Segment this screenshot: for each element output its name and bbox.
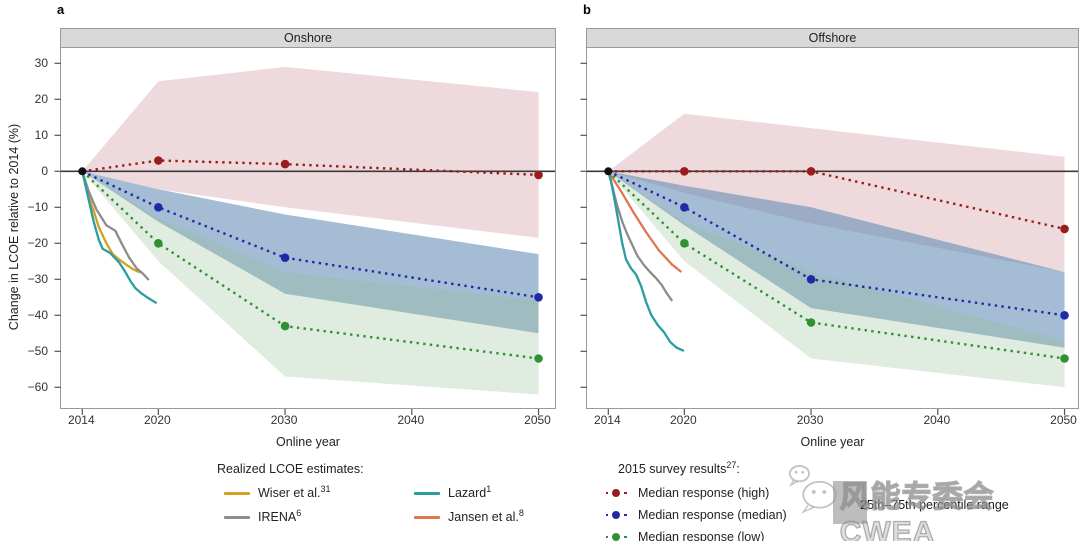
survey-marker-high-2030 xyxy=(280,159,290,169)
legend-item-irena: IRENA6 xyxy=(224,507,302,524)
survey-line-low xyxy=(607,170,1065,360)
survey-marker-low-2020 xyxy=(680,239,689,248)
realized-line-lazard xyxy=(607,170,685,352)
x-tick-label: 2030 xyxy=(270,413,298,427)
survey-marker-low-2050 xyxy=(534,354,543,363)
survey-line-median xyxy=(607,170,1065,317)
percentile-band-high xyxy=(82,66,539,238)
survey-marker-median-2050 xyxy=(534,293,543,302)
y-tick-label: −60 xyxy=(27,379,48,394)
realized-line-wiser xyxy=(81,170,141,274)
x-tick-label: 2040 xyxy=(397,413,425,427)
legend-item-jansen: Jansen et al.8 xyxy=(414,507,524,524)
low-dotted-swatch xyxy=(602,533,630,541)
x-tick-label: 2014 xyxy=(593,413,621,427)
panel-header-text: Onshore xyxy=(284,31,332,45)
percentile-band-low xyxy=(608,171,1065,388)
legend-item-lazard: Lazard1 xyxy=(414,483,492,500)
legend-label: Median response (low) xyxy=(638,530,765,541)
panel-header-offshore: Offshore xyxy=(586,28,1079,48)
panel-label-b: b xyxy=(583,2,591,17)
percentile-range-label: 25th–75th percentile range xyxy=(860,498,1009,512)
realized-line-jansen xyxy=(607,170,682,273)
y-tick-label: 20 xyxy=(34,91,48,106)
legend-label: Lazard1 xyxy=(448,483,492,500)
legend-survey-title: 2015 survey results27: xyxy=(618,459,740,476)
percentile-band-median xyxy=(82,171,539,334)
plot-area-onshore xyxy=(54,48,556,415)
x-axis-title: Online year xyxy=(800,435,865,449)
survey-marker-high-2020 xyxy=(154,156,163,165)
x-tick-label: 2020 xyxy=(669,413,697,427)
wiser-line-swatch xyxy=(224,491,250,495)
x-tick-label: 2020 xyxy=(143,413,171,427)
irena-line-swatch xyxy=(224,515,250,519)
x-tick-label: 2050 xyxy=(524,413,551,427)
legend-label: IRENA6 xyxy=(258,507,302,524)
survey-line-low xyxy=(81,170,539,360)
panel-label-a: a xyxy=(57,2,65,17)
survey-marker-low-2050 xyxy=(1060,354,1069,363)
survey-line-high xyxy=(82,159,539,177)
percentile-band-median xyxy=(608,171,1065,348)
median-dotted-swatch xyxy=(602,511,630,519)
legend-label: Median response (median) xyxy=(638,508,787,522)
survey-marker-high-2050 xyxy=(534,170,543,180)
y-tick-label: −50 xyxy=(27,343,48,358)
y-tick-label: −30 xyxy=(27,271,48,286)
plot-area-offshore xyxy=(580,48,1079,415)
survey-marker-low-2020 xyxy=(154,239,163,248)
x-tick-label: 2040 xyxy=(923,413,951,427)
y-tick-label: 0 xyxy=(41,163,48,178)
y-tick-label: −40 xyxy=(27,307,48,322)
survey-marker-low-2030 xyxy=(806,318,816,327)
percentile-band-low xyxy=(82,171,539,395)
panel-offshore: Offshore Online year 2014 2020 2030 2040 205… xyxy=(580,28,1079,449)
panel-header-onshore: Onshore xyxy=(60,28,556,48)
offshore-chart-svg xyxy=(580,62,1078,415)
realized-line-irena xyxy=(607,170,673,302)
legend-realized-title: Realized LCOE estimates: xyxy=(217,462,364,476)
legend-label: Jansen et al.8 xyxy=(448,507,524,524)
survey-marker-median-2020 xyxy=(154,203,163,212)
y-tick-label: −20 xyxy=(27,235,48,250)
survey-marker-high-2050 xyxy=(1060,224,1069,234)
survey-marker-high-2030 xyxy=(806,167,816,176)
legend-item-median-median: Median response (median) xyxy=(602,508,787,522)
panel-header-text: Offshore xyxy=(808,31,857,45)
legend-item-median-high: Median response (high) xyxy=(602,486,769,500)
survey-marker-median-2030 xyxy=(280,253,290,262)
origin-dot xyxy=(604,167,613,176)
realized-line-irena xyxy=(81,170,150,281)
survey-marker-low-2030 xyxy=(280,321,290,331)
legend-item-wiser: Wiser et al.31 xyxy=(224,483,331,500)
x-axis-title: Online year xyxy=(276,435,340,449)
legend-item-median-low: Median response (low) xyxy=(602,530,764,541)
survey-marker-median-2020 xyxy=(680,203,689,212)
onshore-chart-svg xyxy=(54,62,555,415)
percentile-range-swatch xyxy=(833,481,867,524)
panel-onshore: Onshore Online year 2014 2020 2030 2040 2050 xyxy=(54,28,556,449)
survey-marker-median-2050 xyxy=(1060,311,1069,320)
x-tick-label: 2014 xyxy=(67,413,95,427)
survey-marker-high-2020 xyxy=(680,167,689,176)
survey-marker-median-2030 xyxy=(806,275,816,284)
origin-dot xyxy=(78,167,87,176)
legend-label: Median response (high) xyxy=(638,486,770,500)
y-tick-label: 30 xyxy=(34,55,48,70)
high-dotted-swatch xyxy=(602,489,630,497)
percentile-band-high xyxy=(608,113,1065,273)
x-tick-label: 2050 xyxy=(1050,413,1077,427)
realized-line-lazard xyxy=(81,170,157,304)
survey-line-median xyxy=(81,170,539,299)
wechat-icon xyxy=(788,465,837,514)
y-tick-label: −10 xyxy=(27,199,48,214)
lazard-line-swatch xyxy=(414,491,440,495)
x-tick-label: 2030 xyxy=(796,413,824,427)
legend-label: Wiser et al.31 xyxy=(258,483,331,500)
y-tick-label: 10 xyxy=(34,127,48,142)
jansen-line-swatch xyxy=(414,515,440,519)
